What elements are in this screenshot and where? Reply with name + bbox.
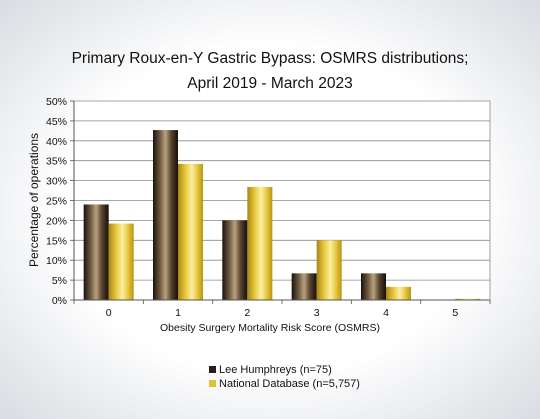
legend-item-national-database: National Database (n=5,757) (209, 378, 360, 390)
x-tick-label: 2 (244, 307, 250, 319)
x-tick-label: 1 (175, 307, 181, 319)
bar-national-database-5 (455, 298, 481, 300)
y-tick-label: 0% (52, 295, 67, 307)
legend-swatch-gold (209, 380, 216, 387)
y-tick-label: 5% (52, 275, 67, 287)
y-tick-label: 50% (46, 96, 67, 108)
x-tick-label: 5 (452, 307, 458, 319)
legend-label: Lee Humphreys (n=75) (219, 364, 332, 376)
y-tick-label: 40% (46, 136, 67, 148)
bar-national-database-4 (386, 286, 411, 300)
y-tick-label: 15% (46, 235, 67, 247)
chart-title-line1: Primary Roux-en-Y Gastric Bypass: OSMRS … (71, 50, 469, 67)
chart-title-line2: April 2019 - March 2023 (187, 75, 353, 92)
bar-lee-humphreys-3 (291, 273, 317, 300)
y-tick-label: 25% (46, 196, 67, 208)
bar-lee-humphreys-4 (361, 273, 386, 300)
x-tick-label: 3 (314, 307, 320, 319)
bar-national-database-1 (178, 163, 203, 300)
legend-label: National Database (n=5,757) (219, 378, 360, 390)
x-axis-label: Obesity Surgery Mortality Risk Score (OS… (160, 322, 380, 334)
y-tick-label: 10% (46, 255, 67, 267)
y-tick-label: 35% (46, 156, 67, 168)
x-tick-label: 4 (383, 307, 389, 319)
y-axis-label: Percentage of operations (27, 133, 41, 267)
bar-national-database-0 (108, 223, 134, 300)
legend-item-lee-humphreys: Lee Humphreys (n=75) (209, 364, 332, 376)
y-tick-label: 30% (46, 176, 67, 188)
bar-national-database-2 (247, 186, 273, 300)
y-tick-label: 20% (46, 215, 67, 227)
bar-national-database-3 (316, 240, 342, 300)
bar-lee-humphreys-2 (222, 220, 248, 300)
x-tick-label: 0 (106, 307, 112, 319)
y-tick-label: 45% (46, 116, 67, 128)
legend-swatch-dark (209, 366, 216, 373)
bar-lee-humphreys-1 (153, 130, 178, 300)
bar-lee-humphreys-0 (83, 204, 109, 300)
